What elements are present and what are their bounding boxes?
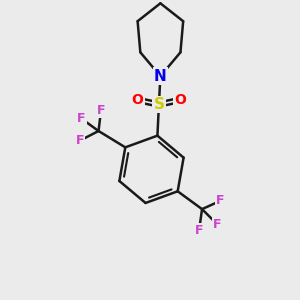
Text: F: F: [77, 112, 86, 125]
Text: F: F: [216, 194, 225, 207]
Text: F: F: [97, 104, 105, 117]
Text: F: F: [76, 134, 84, 147]
Text: N: N: [154, 69, 167, 84]
Text: O: O: [174, 93, 186, 107]
Text: F: F: [213, 218, 222, 231]
Text: O: O: [132, 93, 143, 107]
Text: S: S: [153, 97, 164, 112]
Text: F: F: [195, 224, 203, 237]
Text: N: N: [154, 69, 167, 84]
